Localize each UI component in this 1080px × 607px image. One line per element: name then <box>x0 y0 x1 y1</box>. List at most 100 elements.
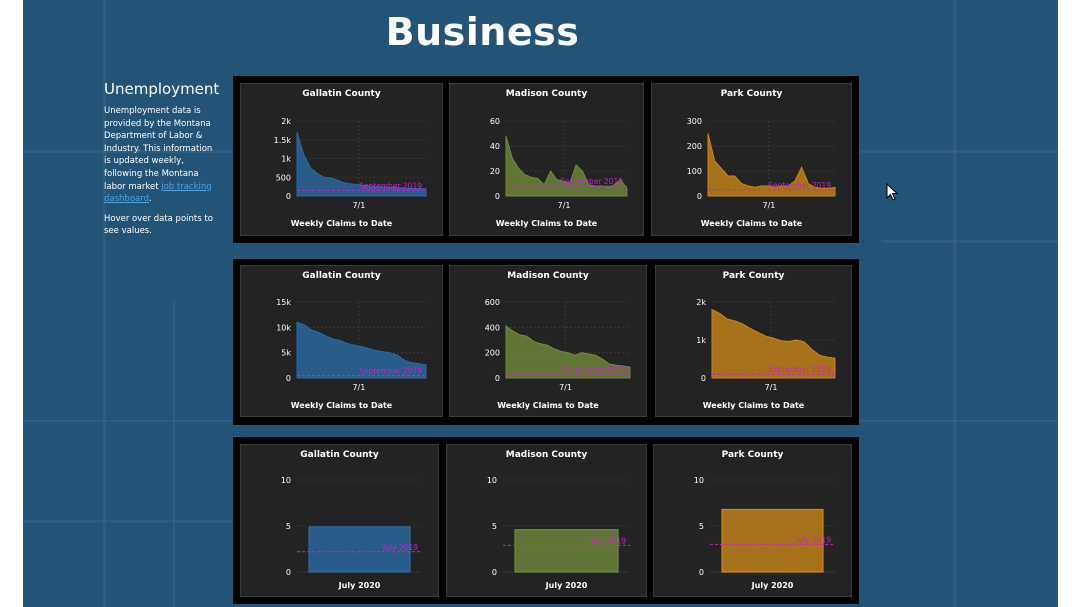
continued-chart-park[interactable]: Park County 0 1k 2k 7/1 September 2019 Weekly … <box>655 265 852 417</box>
data-point[interactable] <box>316 172 319 175</box>
bar[interactable] <box>721 508 824 573</box>
data-point[interactable] <box>574 163 577 166</box>
data-point[interactable] <box>511 330 514 333</box>
series-area[interactable] <box>711 308 836 379</box>
data-point[interactable] <box>532 340 535 343</box>
data-point[interactable] <box>524 173 527 176</box>
data-point[interactable] <box>706 132 709 135</box>
data-point[interactable] <box>780 339 783 342</box>
data-point[interactable] <box>303 323 306 326</box>
data-point[interactable] <box>764 335 767 338</box>
data-point[interactable] <box>713 159 716 162</box>
data-point[interactable] <box>517 167 520 170</box>
data-point[interactable] <box>749 327 752 330</box>
data-point[interactable] <box>581 169 584 172</box>
data-point[interactable] <box>518 333 521 336</box>
data-point[interactable] <box>733 319 736 322</box>
data-point[interactable] <box>350 182 353 185</box>
data-point[interactable] <box>760 184 763 187</box>
rate-chart-park[interactable]: Park County 0 5 10 July 2020 July 2019 <box>653 444 852 597</box>
data-point[interactable] <box>511 157 514 160</box>
data-point[interactable] <box>826 356 829 359</box>
data-point[interactable] <box>787 340 790 343</box>
data-point[interactable] <box>720 167 723 170</box>
initial-chart-park[interactable]: Park County 0 100 200 300 7/1 September 2019 We… <box>651 83 852 236</box>
data-point[interactable] <box>310 328 313 331</box>
data-point[interactable] <box>417 362 420 365</box>
initial-chart-gallatin[interactable]: Gallatin County 0 500 1k 1.5k 2k 7/1 September … <box>240 83 443 236</box>
data-point[interactable] <box>601 357 604 360</box>
data-point[interactable] <box>833 357 836 360</box>
data-point[interactable] <box>367 347 370 350</box>
data-point[interactable] <box>336 179 339 182</box>
data-point[interactable] <box>374 349 377 352</box>
series-area[interactable] <box>707 133 836 197</box>
data-point[interactable] <box>795 338 798 341</box>
data-point[interactable] <box>818 354 821 357</box>
data-point[interactable] <box>343 181 346 184</box>
data-point[interactable] <box>747 184 750 187</box>
data-point[interactable] <box>329 176 332 179</box>
bar[interactable] <box>514 529 619 573</box>
continued-chart-madison[interactable]: Madison County 0 200 400 600 7/1 September 201… <box>449 265 647 417</box>
series-area[interactable] <box>505 135 628 197</box>
data-point[interactable] <box>726 318 729 321</box>
data-point[interactable] <box>757 331 760 334</box>
data-point[interactable] <box>346 342 349 345</box>
data-point[interactable] <box>504 324 507 327</box>
data-point[interactable] <box>539 342 542 345</box>
job-tracking-dashboard-link[interactable]: job tracking dashboard <box>104 181 212 205</box>
data-point[interactable] <box>560 350 563 353</box>
data-point[interactable] <box>309 166 312 169</box>
data-point[interactable] <box>338 339 341 342</box>
data-point[interactable] <box>317 331 320 334</box>
data-point[interactable] <box>740 182 743 185</box>
data-point[interactable] <box>360 345 363 348</box>
data-point[interactable] <box>396 354 399 357</box>
data-point[interactable] <box>553 347 556 350</box>
data-point[interactable] <box>772 337 775 340</box>
data-point[interactable] <box>733 174 736 177</box>
data-point[interactable] <box>800 166 803 169</box>
data-point[interactable] <box>741 322 744 325</box>
data-point[interactable] <box>753 186 756 189</box>
data-point[interactable] <box>324 334 327 337</box>
continued-chart-gallatin[interactable]: Gallatin County 0 5k 10k 15k 7/1 September 201… <box>240 265 443 417</box>
data-point[interactable] <box>628 366 631 369</box>
series-area[interactable] <box>296 132 427 197</box>
data-point[interactable] <box>710 308 713 311</box>
data-point[interactable] <box>331 337 334 340</box>
data-point[interactable] <box>424 363 427 366</box>
data-point[interactable] <box>504 134 507 137</box>
data-point[interactable] <box>295 321 298 324</box>
series-area[interactable] <box>296 321 427 379</box>
data-point[interactable] <box>389 351 392 354</box>
data-point[interactable] <box>323 176 326 179</box>
data-point[interactable] <box>810 348 813 351</box>
data-point[interactable] <box>803 340 806 343</box>
data-point[interactable] <box>403 359 406 362</box>
data-point[interactable] <box>549 169 552 172</box>
series-area[interactable] <box>505 325 631 379</box>
data-point[interactable] <box>525 335 528 338</box>
data-point[interactable] <box>566 351 569 354</box>
rate-chart-gallatin[interactable]: Gallatin County 0 5 10 July 2020 July 2019 <box>240 444 439 597</box>
data-point[interactable] <box>833 186 836 189</box>
bar[interactable] <box>308 526 411 573</box>
data-point[interactable] <box>530 176 533 179</box>
data-point[interactable] <box>381 350 384 353</box>
data-point[interactable] <box>726 174 729 177</box>
data-point[interactable] <box>587 352 590 355</box>
data-point[interactable] <box>302 153 305 156</box>
data-point[interactable] <box>410 361 413 364</box>
data-point[interactable] <box>625 187 628 190</box>
data-point[interactable] <box>353 343 356 346</box>
data-point[interactable] <box>580 351 583 354</box>
data-point[interactable] <box>546 343 549 346</box>
initial-chart-madison[interactable]: Madison County 0 20 40 60 7/1 September 2019 We… <box>449 83 644 236</box>
data-point[interactable] <box>536 177 539 180</box>
data-point[interactable] <box>573 354 576 357</box>
data-point[interactable] <box>555 178 558 181</box>
data-point[interactable] <box>718 312 721 315</box>
data-point[interactable] <box>594 354 597 357</box>
